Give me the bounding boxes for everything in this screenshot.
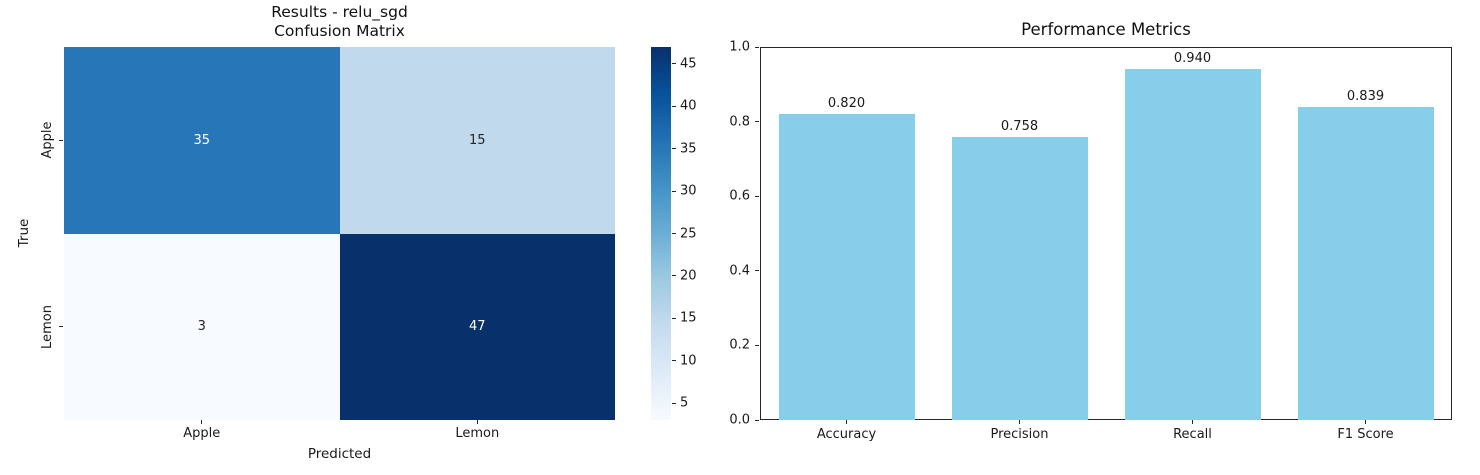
bar-x-tick-label: Recall [1173,427,1212,442]
bar-value-label: 0.758 [1000,119,1039,135]
bar-x-tick-mark [846,420,847,424]
confusion-matrix-title-line2: Confusion Matrix [274,22,405,40]
heatmap-cell: 47 [339,233,615,420]
performance-metrics-title: Performance Metrics [1021,20,1191,39]
y-tick-mark [59,326,63,328]
colorbar-tick-label: 15 [680,310,697,326]
bar-x-tick-mark [1019,420,1020,424]
metric-bar [778,114,915,420]
metric-bar [1297,107,1434,420]
colorbar-tick-label: 20 [680,268,697,284]
colorbar-tick-label: 10 [680,353,697,369]
bar-y-tick-mark [755,344,759,346]
colorbar [651,47,671,420]
heatmap-cell: 15 [339,47,615,234]
metric-bar [951,137,1088,420]
y-axis-label-true: True [16,218,32,248]
bar-y-tick-label: 0.8 [729,114,750,130]
colorbar-tick-label: 25 [680,226,697,241]
bar-x-tick-label: Precision [990,427,1049,442]
colorbar-tick-mark [672,402,676,404]
y-tick-mark [59,139,63,141]
x-tick-mark [201,420,203,424]
colorbar-tick-mark [672,275,676,277]
bar-y-tick-label: 0.2 [729,337,750,353]
bar-value-label: 0.820 [827,96,866,112]
bar-y-tick-label: 0.6 [729,188,750,204]
colorbar-tick-mark [672,148,676,150]
colorbar-tick-mark [672,190,676,192]
confusion-matrix-title: Results - relu_sgd Confusion Matrix [64,3,615,41]
x-tick-label: Lemon [455,426,500,441]
confusion-matrix-title-line1: Results - relu_sgd [271,3,408,21]
bar-x-tick-label: F1 Score [1337,427,1394,442]
bar-y-tick-mark [755,419,759,421]
confusion-matrix-heatmap: 35 15 3 47 [64,47,615,420]
heatmap-cell: 35 [64,47,340,234]
bar-y-tick-mark [755,195,759,197]
bar-y-tick-label: 0.4 [729,263,750,279]
bar-y-tick-label: 0.0 [729,412,750,428]
heatmap-cell: 3 [64,233,340,420]
bar-y-tick-label: 1.0 [729,39,750,55]
x-tick-label: Apple [183,426,221,441]
colorbar-tick-mark [672,317,676,319]
bar-x-tick-label: Accuracy [816,427,877,442]
colorbar-tick-mark [672,233,676,234]
colorbar-tick-mark [672,105,676,107]
colorbar-tick-label: 30 [680,183,697,199]
colorbar-tick-label: 40 [680,98,697,114]
colorbar-tick-label: 35 [680,141,697,157]
colorbar-tick-label: 5 [680,395,689,411]
metric-bar [1124,69,1261,420]
y-tick-label: Lemon [40,304,55,349]
colorbar-tick-mark [672,360,676,362]
x-tick-mark [476,420,478,424]
bar-value-label: 0.940 [1173,51,1212,67]
x-axis-label-predicted: Predicted [307,446,372,462]
y-tick-label: Apple [40,121,55,159]
colorbar-tick-mark [672,63,676,65]
bar-value-label: 0.839 [1346,89,1385,105]
colorbar-tick-label: 45 [680,56,697,72]
bar-x-tick-mark [1192,420,1193,424]
bar-x-tick-mark [1365,420,1366,424]
bar-y-tick-mark [755,121,759,123]
bar-chart-axes [760,47,1452,420]
bar-y-tick-mark [755,46,759,48]
bar-y-tick-mark [755,270,759,272]
